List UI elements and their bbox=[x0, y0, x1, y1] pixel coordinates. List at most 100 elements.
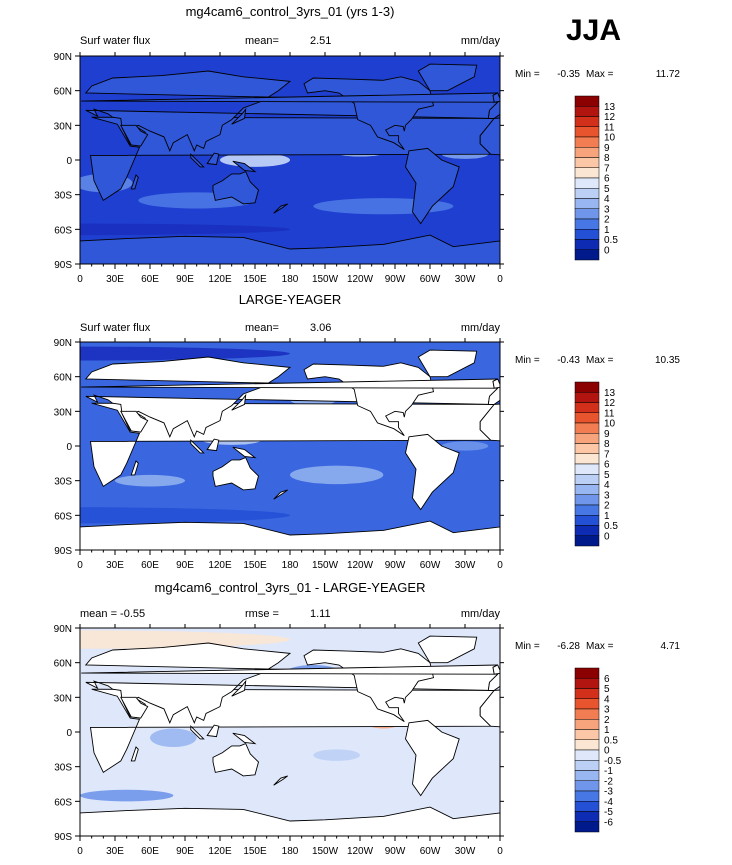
colorbar-swatch bbox=[574, 688, 600, 699]
x-tick-label: 90W bbox=[385, 846, 406, 857]
colorbar-swatch bbox=[574, 106, 600, 117]
coastline-antarctica bbox=[80, 806, 500, 836]
y-tick-label: 60N bbox=[54, 659, 72, 670]
x-tick-label: 0 bbox=[77, 560, 83, 571]
map-panel: mg4cam6_control_3yrs_01 (yrs 1-3) Surf wa… bbox=[54, 4, 681, 285]
max-label: Max = bbox=[586, 641, 614, 652]
coastline-uk-wrap bbox=[492, 378, 500, 389]
max-value: 10.35 bbox=[655, 355, 680, 366]
colorbar-label: 11 bbox=[604, 122, 615, 133]
colorbar-label: 4 bbox=[604, 194, 610, 205]
y-tick-label: 90N bbox=[54, 52, 72, 63]
colorbar-label: 2 bbox=[604, 715, 610, 726]
colorbar-swatch bbox=[574, 667, 600, 679]
coastline-new-guinea bbox=[232, 160, 257, 173]
x-tick-label: 60E bbox=[141, 846, 159, 857]
coastline-borneo bbox=[206, 152, 220, 166]
colorbar-label: 7 bbox=[604, 449, 610, 460]
x-tick-label: 30W bbox=[455, 560, 476, 571]
colorbar-label: 6 bbox=[604, 174, 610, 185]
field-anomaly bbox=[80, 223, 290, 236]
x-tick-label: 0 bbox=[77, 846, 83, 857]
y-tick-label: 90N bbox=[54, 624, 72, 635]
x-tick-label: 120W bbox=[347, 274, 374, 285]
colorbar-label: 3 bbox=[604, 490, 610, 501]
y-tick-label: 0 bbox=[66, 728, 72, 739]
y-tick-label: 60S bbox=[54, 797, 72, 808]
colorbar-swatch bbox=[574, 167, 600, 179]
colorbar-swatch bbox=[574, 177, 600, 189]
colorbar-label: -4 bbox=[604, 797, 613, 808]
colorbar-swatch bbox=[574, 780, 600, 792]
coastline-new-guinea bbox=[232, 446, 257, 459]
units-label: mm/day bbox=[461, 322, 501, 334]
stat-label: rmse = bbox=[245, 608, 279, 620]
colorbar-label: 2 bbox=[604, 501, 610, 512]
coastline-antarctica bbox=[80, 520, 500, 550]
coastline-japan bbox=[231, 393, 247, 411]
season-label: JJA bbox=[566, 14, 622, 47]
colorbar-label: 9 bbox=[604, 429, 610, 440]
y-tick-label: 30N bbox=[54, 693, 72, 704]
colorbar-label: -1 bbox=[604, 766, 613, 777]
min-label: Min = bbox=[515, 641, 540, 652]
y-tick-label: 90S bbox=[54, 546, 72, 557]
colorbar-swatch bbox=[574, 116, 600, 127]
coastline-arabia bbox=[120, 410, 149, 433]
stat-value: 3.06 bbox=[310, 322, 331, 334]
colorbar-label: 2 bbox=[604, 215, 610, 226]
colorbar-swatch bbox=[574, 433, 600, 444]
x-tick-label: 30W bbox=[455, 846, 476, 857]
colorbar-swatch bbox=[574, 198, 600, 209]
x-tick-label: 60W bbox=[420, 560, 441, 571]
field-anomaly bbox=[80, 789, 174, 802]
coastline-south-america bbox=[405, 719, 460, 797]
colorbar-swatch bbox=[574, 229, 600, 240]
x-tick-label: 150W bbox=[312, 274, 339, 285]
coastline-madagascar bbox=[130, 746, 139, 762]
colorbar-label: -2 bbox=[604, 776, 613, 787]
coastline-uk-wrap bbox=[492, 92, 500, 103]
colorbar-label: -3 bbox=[604, 787, 613, 798]
colorbar-swatch bbox=[574, 739, 600, 751]
panel-subtitle: mean = -0.55 bbox=[80, 608, 145, 620]
map-body bbox=[80, 342, 500, 550]
min-value: -6.28 bbox=[557, 641, 580, 652]
coastline-sumatra bbox=[190, 153, 205, 168]
colorbar-label: 5 bbox=[604, 470, 610, 481]
max-value: 4.71 bbox=[661, 641, 681, 652]
y-tick-label: 30N bbox=[54, 121, 72, 132]
field-anomaly bbox=[115, 474, 185, 487]
map-body bbox=[80, 56, 500, 264]
coastline-japan bbox=[231, 679, 247, 697]
panel-title: LARGE-YEAGER bbox=[239, 292, 342, 307]
map-panel: mg4cam6_control_3yrs_01 - LARGE-YEAGER me… bbox=[54, 580, 681, 857]
coastline-australia bbox=[212, 457, 260, 491]
colorbar-label: 3 bbox=[604, 204, 610, 215]
stat-value: 2.51 bbox=[310, 35, 331, 47]
colorbar-swatch bbox=[574, 392, 600, 403]
colorbar-label: 10 bbox=[604, 419, 616, 430]
colorbar-swatch bbox=[574, 147, 600, 158]
colorbar-label: 0 bbox=[604, 245, 610, 256]
y-tick-label: 0 bbox=[66, 156, 72, 167]
field-anomaly bbox=[80, 507, 290, 524]
units-label: mm/day bbox=[461, 35, 501, 47]
colorbar-label: 0 bbox=[604, 531, 610, 542]
coastline-greenland bbox=[417, 635, 478, 664]
x-tick-label: 30E bbox=[106, 274, 124, 285]
colorbar-swatch bbox=[574, 126, 600, 138]
coastline-borneo bbox=[206, 724, 220, 738]
colorbar-swatch bbox=[574, 535, 600, 547]
field-anomaly bbox=[80, 630, 290, 649]
x-tick-label: 150E bbox=[243, 846, 267, 857]
colorbar-label: -5 bbox=[604, 807, 613, 818]
colorbar-swatch bbox=[574, 218, 600, 230]
colorbar-swatch bbox=[574, 208, 600, 220]
x-tick-label: 90W bbox=[385, 274, 406, 285]
coastline-eurasia bbox=[84, 642, 499, 724]
colorbar-swatch bbox=[574, 239, 600, 250]
y-tick-label: 90N bbox=[54, 338, 72, 349]
colorbar-swatch bbox=[574, 157, 600, 168]
